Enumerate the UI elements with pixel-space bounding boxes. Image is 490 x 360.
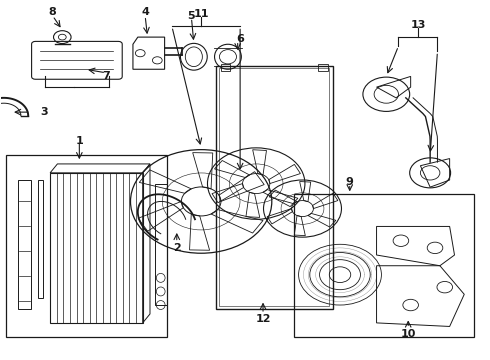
Text: 12: 12 [255, 314, 271, 324]
Text: 9: 9 [346, 177, 354, 187]
Text: 13: 13 [410, 19, 426, 30]
Bar [318, 64, 328, 71]
Text: 3: 3 [40, 107, 48, 117]
Bar [219, 68, 329, 306]
Bar [216, 66, 333, 309]
Bar [155, 184, 167, 305]
Text: 7: 7 [102, 71, 110, 81]
Bar [6, 155, 167, 337]
Text: 8: 8 [49, 7, 56, 17]
Text: 5: 5 [188, 11, 195, 21]
Text: 10: 10 [400, 329, 416, 339]
Text: 6: 6 [236, 34, 244, 44]
Text: 2: 2 [173, 243, 181, 253]
Bar [294, 194, 474, 337]
Text: 4: 4 [141, 7, 149, 17]
Bar [50, 173, 143, 323]
Text: 11: 11 [194, 9, 209, 19]
Text: 1: 1 [75, 136, 83, 146]
Bar [220, 64, 230, 71]
